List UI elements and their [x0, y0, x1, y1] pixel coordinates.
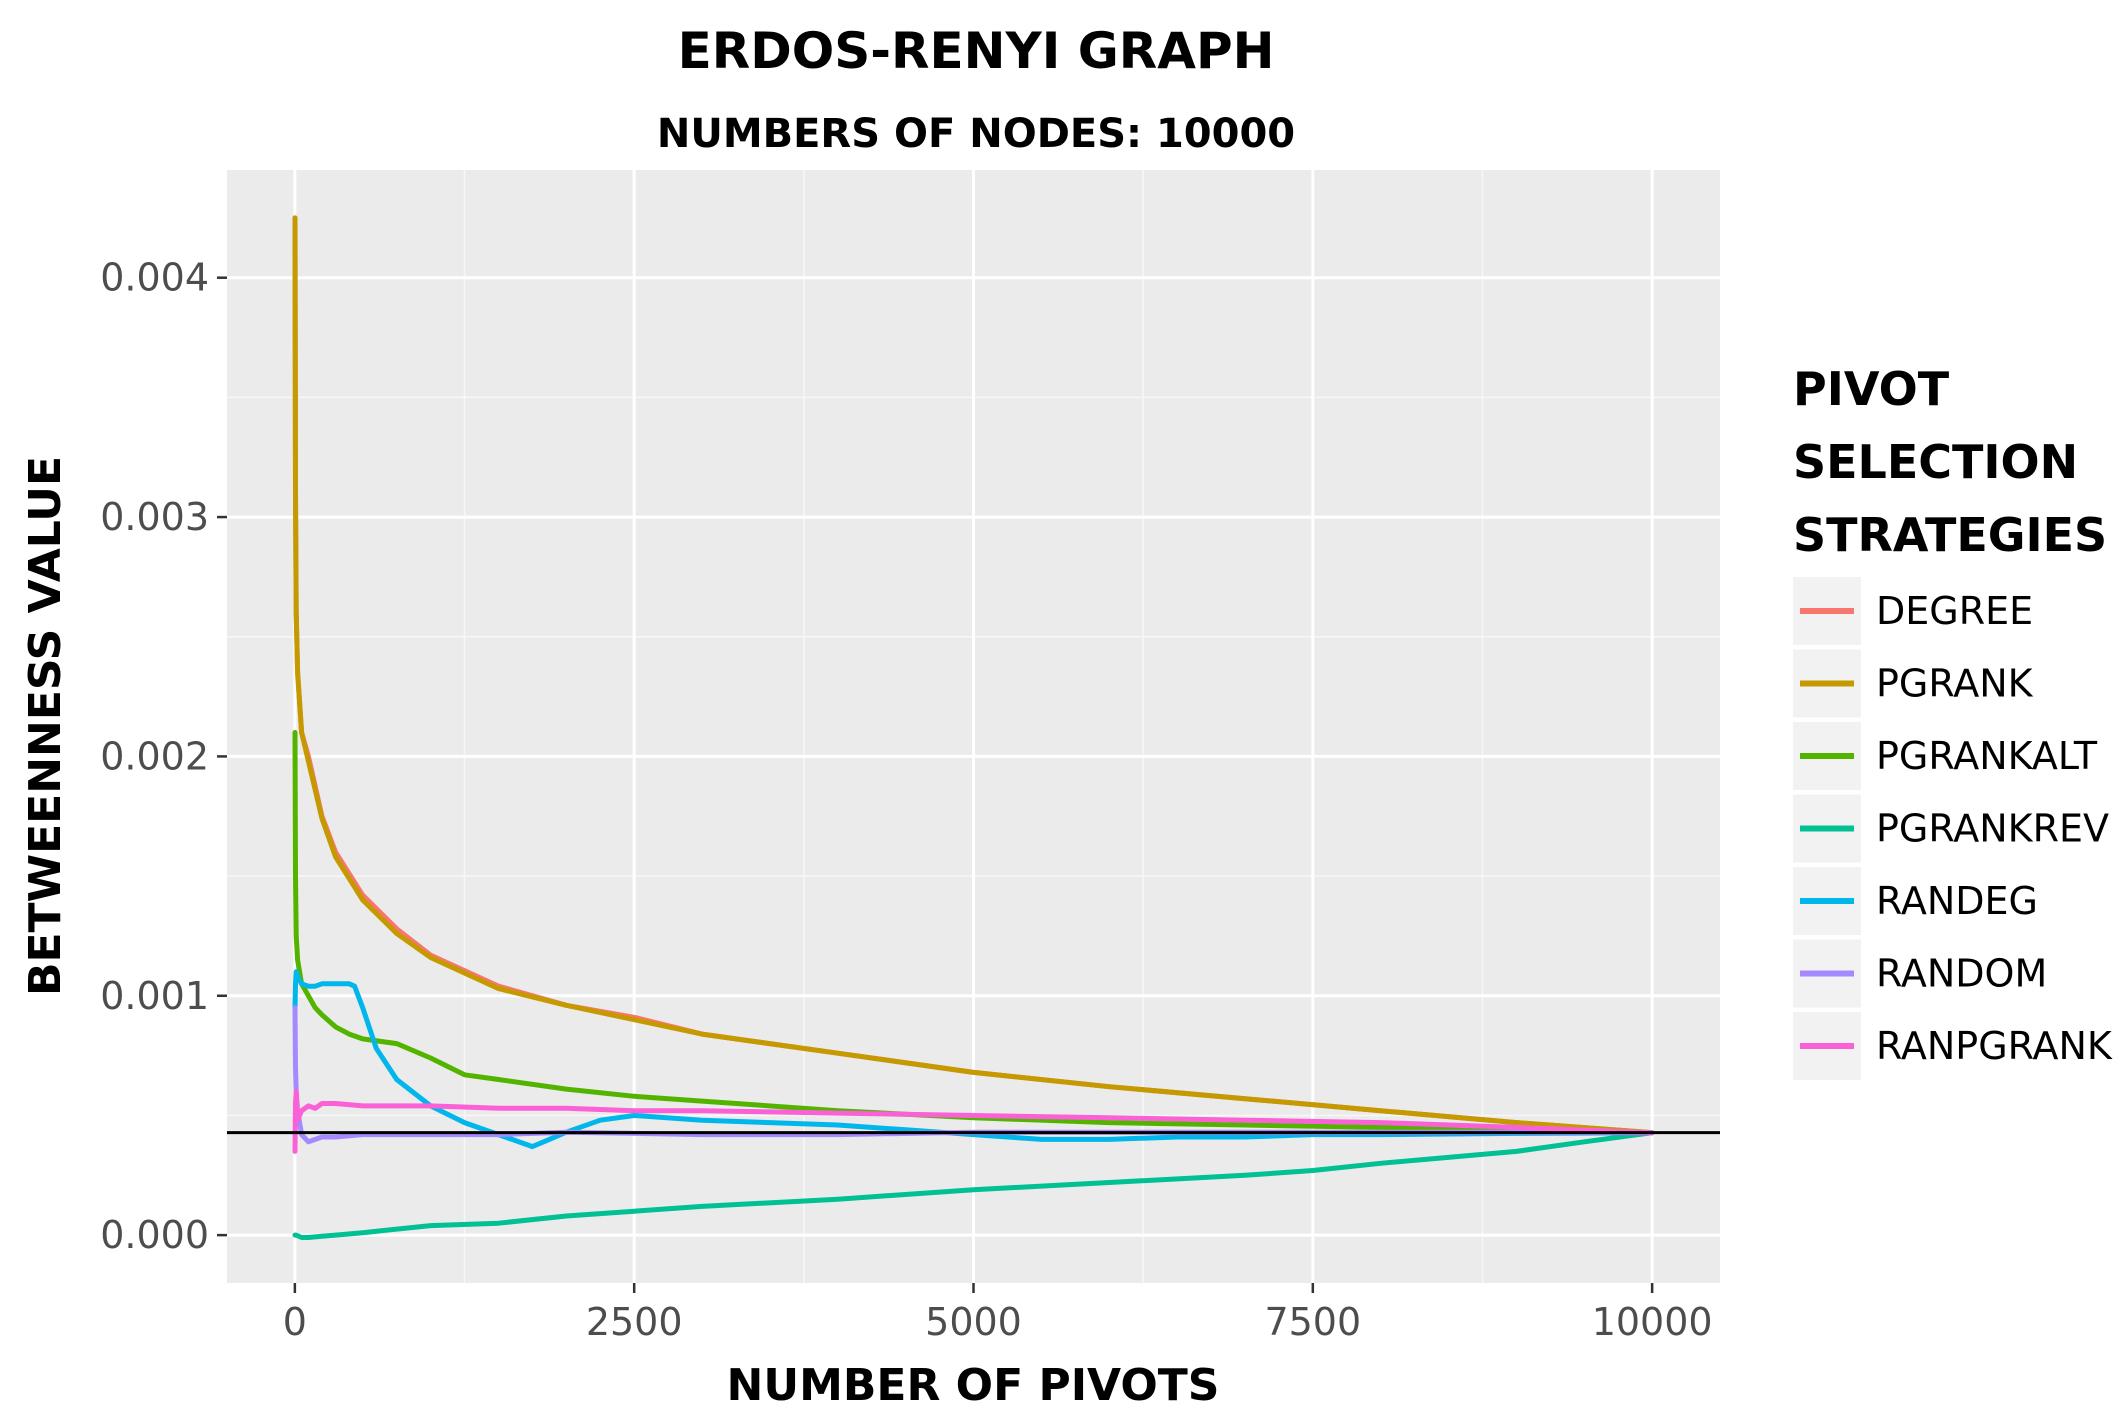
legend-title-line: PIVOT: [1793, 362, 1950, 416]
chart-subtitle: NUMBERS OF NODES: 10000: [657, 111, 1295, 157]
x-axis: 0 2500 5000 7500 10000: [283, 1283, 1713, 1344]
legend-title-line: STRATEGIES: [1793, 508, 2107, 562]
legend-label: DEGREE: [1876, 589, 2033, 633]
x-axis-title: NUMBER OF PIVOTS: [727, 1360, 1220, 1411]
y-tick-label: 0.003: [100, 495, 209, 539]
x-tick-label: 5000: [925, 1300, 1022, 1344]
legend: PIVOT SELECTION STRATEGIES DEGREE PGRANK PGRA…: [1793, 362, 2113, 1080]
x-tick-label: 2500: [586, 1300, 683, 1344]
series-layer: [292, 215, 1655, 1240]
y-tick-label: 0.002: [100, 734, 209, 778]
legend-label: PGRANK: [1876, 662, 2034, 706]
legend-label: PGRANKREV: [1876, 807, 2109, 851]
x-tick-label: 10000: [1592, 1300, 1713, 1344]
y-axis: 0.000 0.001 0.002 0.003 0.004: [100, 256, 227, 1257]
y-axis-title: BETWEENNESS VALUE: [20, 456, 71, 996]
y-tick-label: 0.004: [100, 256, 209, 300]
series-line-pgrank: [292, 215, 1655, 1136]
legend-title-line: SELECTION: [1793, 435, 2078, 489]
x-tick-label: 0: [283, 1300, 307, 1344]
series-line-pgrankrev: [292, 1130, 1655, 1240]
legend-label: RANPGRANK: [1876, 1024, 2113, 1068]
legend-label: PGRANKALT: [1876, 734, 2098, 778]
legend-label: RANDOM: [1876, 952, 2047, 996]
x-tick-label: 7500: [1264, 1300, 1361, 1344]
legend-label: RANDEG: [1876, 879, 2038, 923]
y-tick-label: 0.000: [100, 1213, 209, 1257]
y-tick-label: 0.001: [100, 974, 209, 1018]
chart-title: ERDOS-RENYI GRAPH: [678, 22, 1275, 80]
series-line-ranpgrank: [292, 1089, 1655, 1154]
series-line-randeg: [292, 969, 1655, 1150]
